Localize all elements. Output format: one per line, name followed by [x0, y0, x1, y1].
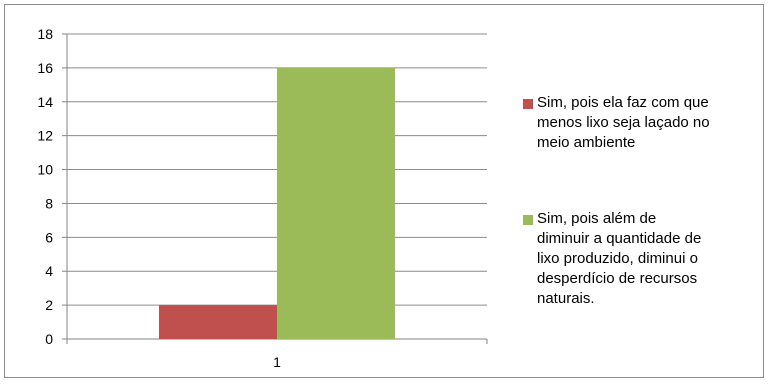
y-axis-ticks: 0 2 4 6 8 10 12 14 16 18 [37, 26, 68, 347]
y-tick-label: 16 [37, 60, 53, 76]
y-tick-label: 2 [45, 297, 53, 313]
legend-swatch-green [523, 215, 533, 225]
bar-series-2 [277, 67, 395, 339]
y-tick-label: 10 [37, 162, 53, 178]
y-tick-label: 0 [45, 331, 53, 347]
legend-swatch-red [523, 99, 533, 109]
x-axis: 1 [66, 339, 488, 370]
y-tick-label: 18 [37, 26, 53, 42]
y-tick-label: 8 [45, 195, 53, 211]
y-tick-label: 6 [45, 229, 53, 245]
legend-label: Sim, pois ela faz com que menos lixo sej… [537, 94, 710, 151]
y-tick-label: 14 [37, 94, 53, 110]
y-tick-label: 4 [45, 263, 53, 279]
x-tick-label: 1 [273, 354, 281, 370]
legend-label: Sim, pois além de diminuir a quantidade … [537, 210, 702, 307]
bar-series-1 [159, 305, 277, 339]
y-tick-label: 12 [37, 128, 53, 144]
bars [159, 67, 395, 339]
